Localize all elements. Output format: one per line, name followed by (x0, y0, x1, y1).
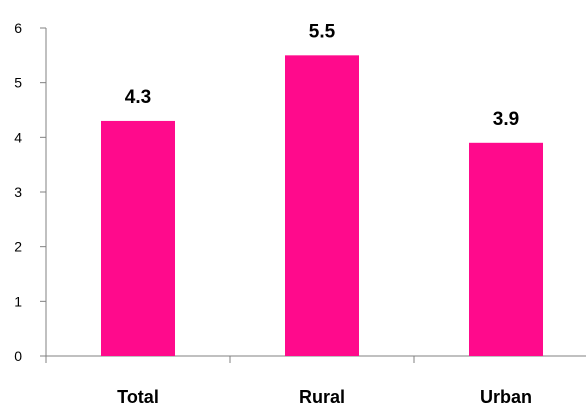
y-tick-label: 0 (14, 348, 22, 364)
x-category-label-rural: Rural (299, 387, 345, 407)
y-tick-label: 5 (14, 75, 22, 91)
y-tick-label: 3 (14, 184, 22, 200)
data-label-total: 4.3 (125, 87, 151, 108)
bar-urban (469, 142, 543, 356)
data-label-rural: 5.5 (309, 21, 336, 42)
x-category-label-total: Total (117, 387, 159, 407)
y-tick-label: 4 (14, 129, 22, 145)
bar-total (101, 120, 175, 356)
data-label-urban: 3.9 (493, 109, 519, 130)
bar-rural (285, 55, 359, 356)
y-tick-label: 1 (14, 293, 22, 309)
y-tick-label: 2 (14, 239, 22, 255)
y-axis: 0 1 2 3 4 5 6 (14, 20, 47, 364)
y-tick-label: 6 (14, 20, 22, 36)
bars (101, 55, 543, 356)
data-labels: 4.3 5.5 3.9 (125, 21, 519, 129)
x-axis: Total Rural Urban (40, 355, 586, 407)
x-category-label-urban: Urban (480, 387, 532, 407)
